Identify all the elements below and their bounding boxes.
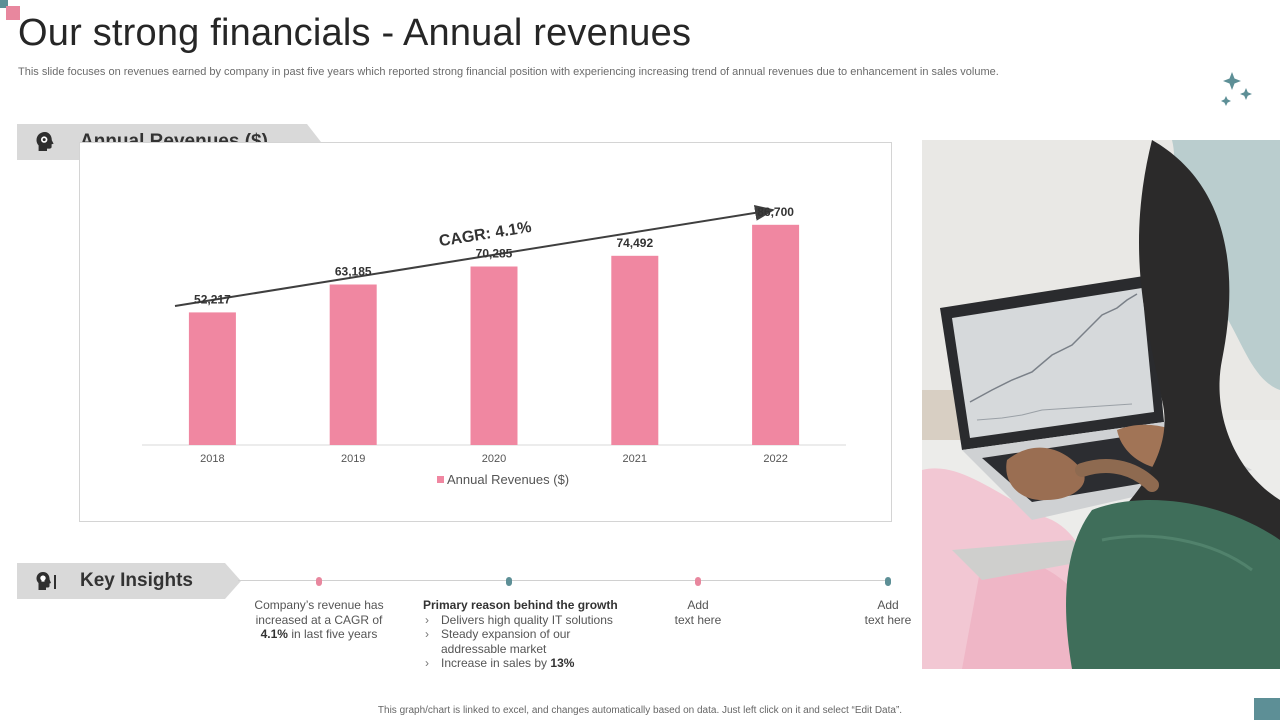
timeline-dot-1 — [316, 577, 322, 586]
insight-cagr-suffix: in last five years — [287, 627, 378, 641]
hero-photo — [922, 140, 1280, 669]
insight-placeholder-3[interactable]: Add text here — [648, 598, 748, 627]
x-tick-label: 2021 — [623, 453, 647, 465]
insight-cagr-text: Company’s revenue has increased at a CAG… — [254, 598, 384, 627]
insight-placeholder-4-line1: Add — [877, 598, 899, 612]
corner-decoration-pink — [6, 6, 20, 20]
insight-growth-bullets: Delivers high quality IT solutions Stead… — [423, 613, 638, 671]
insights-timeline — [238, 580, 890, 581]
footer-note: This graph/chart is linked to excel, and… — [377, 705, 903, 716]
timeline-dot-2 — [506, 577, 512, 586]
insight-placeholder-4[interactable]: Add text here — [838, 598, 938, 627]
bar-2020[interactable] — [470, 266, 518, 446]
bar-2021[interactable] — [611, 255, 659, 445]
page-title: Our strong financials - Annual revenues — [18, 12, 692, 54]
key-insights-banner: Key Insights — [17, 563, 241, 599]
bar-value-label: 70,285 — [476, 247, 513, 261]
insight-growth-heading: Primary reason behind the growth — [423, 598, 618, 612]
insight-placeholder-4-line2: text here — [864, 612, 912, 627]
bars-group: 52,217 2018 63,185 2019 70,285 2020 74,492 2021… — [188, 205, 800, 465]
bar-value-label: 52,217 — [194, 292, 231, 306]
insight-bullet-value: 13% — [550, 656, 575, 670]
bar-value-label: 74,492 — [616, 236, 653, 250]
corner-decoration-teal — [0, 0, 8, 8]
insight-bullet: Increase in sales by 13% — [423, 656, 638, 671]
insight-bullet: Steady expansion of our addressable mark… — [423, 627, 638, 656]
bar-2019[interactable] — [329, 284, 377, 446]
key-insights-heading: Key Insights — [80, 570, 193, 591]
head-idea-icon — [36, 132, 54, 151]
hero-photo-illustration — [922, 140, 1280, 669]
timeline-dot-3 — [695, 577, 701, 586]
legend-label[interactable]: Annual Revenues ($) — [447, 472, 569, 487]
sparkle-icon — [1221, 72, 1252, 106]
bar-value-label: 63,185 — [335, 265, 372, 279]
insight-placeholder-3-line2: text here — [674, 612, 722, 627]
x-tick-label: 2020 — [482, 453, 506, 465]
bar-value-label: 86,700 — [757, 205, 794, 219]
legend-swatch — [437, 476, 444, 483]
timeline-dot-4 — [885, 577, 891, 586]
x-tick-label: 2019 — [341, 453, 365, 465]
x-tick-label: 2018 — [200, 453, 224, 465]
insight-bullet-text: Increase in sales by — [441, 656, 551, 670]
page-subtitle: This slide focuses on revenues earned by… — [18, 66, 999, 78]
insight-bullet: Delivers high quality IT solutions — [423, 613, 638, 628]
bulb-head-icon — [36, 572, 56, 590]
revenue-chart-svg: CAGR: 4.1% 52,217201863,185201970,285202… — [142, 204, 846, 487]
insight-placeholder-3-line1: Add — [687, 598, 709, 612]
corner-decoration-bottom — [1254, 698, 1280, 720]
insight-cagr-value: 4.1% — [260, 627, 288, 641]
cagr-trend-arrow — [174, 204, 775, 307]
x-tick-label: 2022 — [763, 453, 787, 465]
revenue-chart[interactable]: CAGR: 4.1% 52,217 2018 63,185 2019 70,285 202… — [79, 142, 892, 522]
bar-2018[interactable] — [188, 312, 236, 445]
insight-cagr: Company’s revenue has increased at a CAG… — [249, 598, 389, 642]
insight-growth-reason: Primary reason behind the growth Deliver… — [423, 598, 638, 671]
bar-2022[interactable] — [752, 224, 800, 445]
